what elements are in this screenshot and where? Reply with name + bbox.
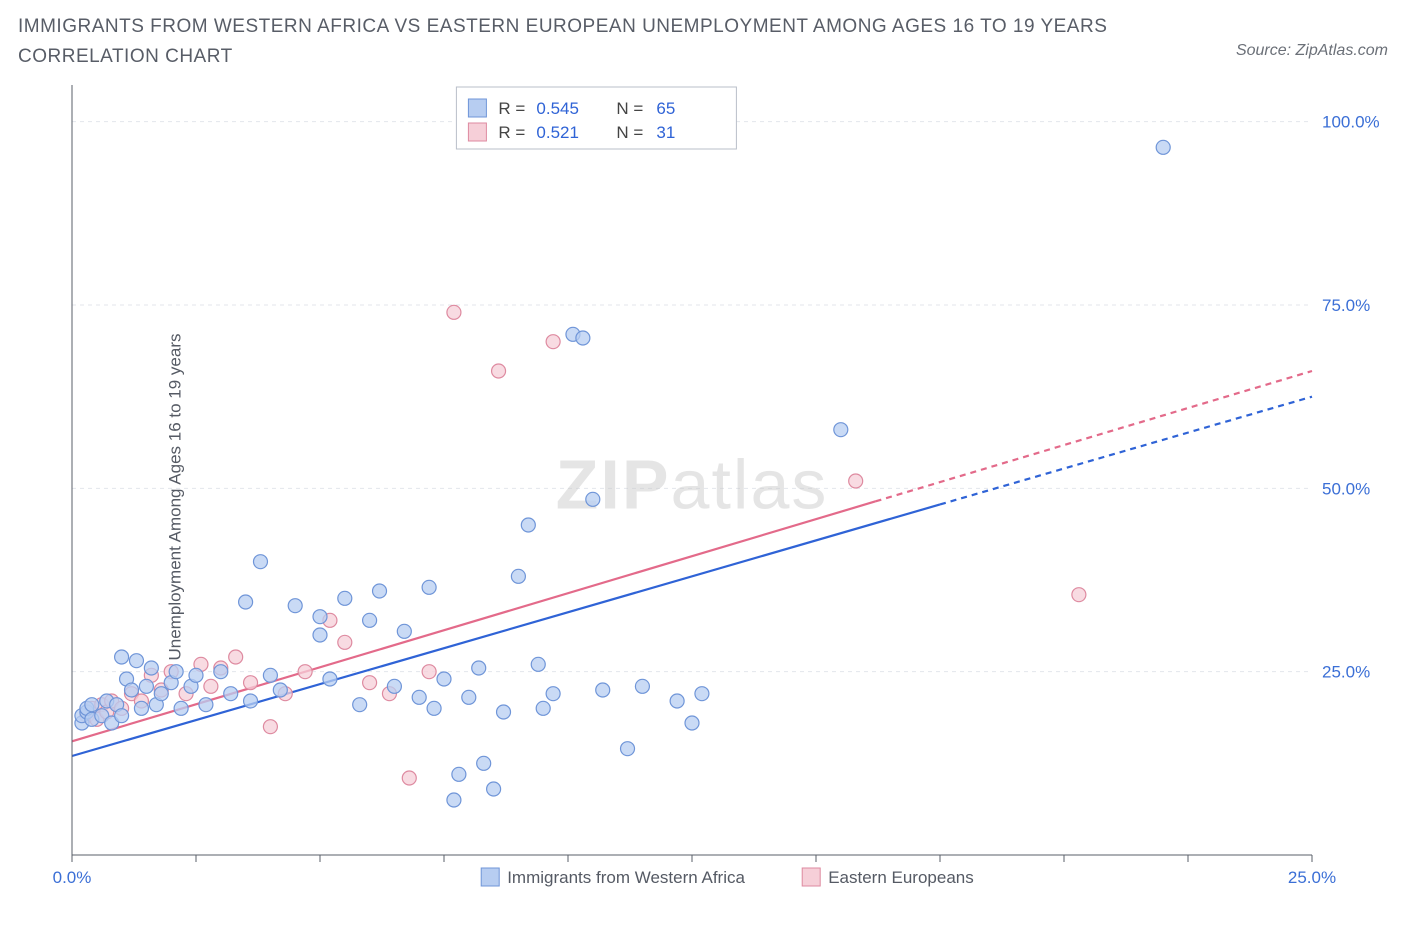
data-point [214, 664, 228, 678]
data-point [199, 697, 213, 711]
data-point [447, 793, 461, 807]
trend-line-dashed [876, 371, 1312, 501]
data-point [229, 650, 243, 664]
data-point [596, 683, 610, 697]
data-point [685, 716, 699, 730]
legend-n-value: 65 [656, 99, 675, 118]
legend-n-label: N = [616, 123, 643, 142]
data-point [487, 782, 501, 796]
data-point [139, 679, 153, 693]
data-point [263, 668, 277, 682]
data-point [462, 690, 476, 704]
data-point [422, 580, 436, 594]
data-point [635, 679, 649, 693]
data-point [834, 422, 848, 436]
data-point [427, 701, 441, 715]
data-point [134, 701, 148, 715]
legend-n-label: N = [616, 99, 643, 118]
data-point [204, 679, 218, 693]
data-point [387, 679, 401, 693]
data-point [154, 686, 168, 700]
data-point [576, 331, 590, 345]
chart-title: IMMIGRANTS FROM WESTERN AFRICA VS EASTER… [18, 12, 1118, 73]
legend-label: Eastern Europeans [828, 868, 974, 887]
trend-line [72, 501, 876, 741]
data-point [536, 701, 550, 715]
data-point [169, 664, 183, 678]
data-point [695, 686, 709, 700]
data-point [531, 657, 545, 671]
legend-r-label: R = [498, 99, 525, 118]
data-point [492, 364, 506, 378]
data-point [253, 554, 267, 568]
data-point [239, 595, 253, 609]
legend-swatch [481, 868, 499, 886]
legend-r-label: R = [498, 123, 525, 142]
y-tick-label: 25.0% [1322, 662, 1370, 681]
x-tick-label: 0.0% [53, 868, 92, 887]
data-point [288, 598, 302, 612]
data-point [1156, 140, 1170, 154]
data-point [373, 584, 387, 598]
chart-container: Unemployment Among Ages 16 to 19 years Z… [18, 77, 1388, 917]
data-point [273, 683, 287, 697]
data-point [497, 705, 511, 719]
y-tick-label: 50.0% [1322, 479, 1370, 498]
legend-label: Immigrants from Western Africa [507, 868, 745, 887]
data-point [546, 686, 560, 700]
data-point [586, 492, 600, 506]
data-point [85, 697, 99, 711]
data-point [298, 664, 312, 678]
data-point [397, 624, 411, 638]
legend-r-value: 0.545 [536, 99, 579, 118]
data-point [244, 675, 258, 689]
data-point [144, 661, 158, 675]
data-point [224, 686, 238, 700]
data-point [338, 635, 352, 649]
legend-swatch [468, 99, 486, 117]
legend-swatch [802, 868, 820, 886]
legend-r-value: 0.521 [536, 123, 579, 142]
data-point [125, 683, 139, 697]
data-point [244, 694, 258, 708]
data-point [363, 613, 377, 627]
legend-swatch [468, 123, 486, 141]
data-point [313, 628, 327, 642]
data-point [447, 305, 461, 319]
data-point [363, 675, 377, 689]
data-point [511, 569, 525, 583]
data-point [437, 672, 451, 686]
chart-source: Source: ZipAtlas.com [1236, 42, 1388, 60]
data-point [452, 767, 466, 781]
data-point [402, 771, 416, 785]
data-point [353, 697, 367, 711]
data-point [263, 719, 277, 733]
data-point [670, 694, 684, 708]
data-point [521, 518, 535, 532]
data-point [129, 653, 143, 667]
y-tick-label: 75.0% [1322, 296, 1370, 315]
data-point [313, 609, 327, 623]
data-point [546, 334, 560, 348]
scatter-chart: ZIPatlas 25.0% 50.0% 75.0% 100.0% 0.0% 25.0% R … [18, 77, 1388, 917]
data-point [189, 668, 203, 682]
data-point [621, 741, 635, 755]
data-point [1072, 587, 1086, 601]
legend-n-value: 31 [656, 123, 675, 142]
y-axis-label: Unemployment Among Ages 16 to 19 years [165, 333, 185, 660]
data-point [412, 690, 426, 704]
data-point [477, 756, 491, 770]
data-point [849, 474, 863, 488]
y-tick-label: 100.0% [1322, 112, 1380, 131]
data-point [323, 672, 337, 686]
data-point [115, 708, 129, 722]
data-point [472, 661, 486, 675]
x-tick-label: 25.0% [1288, 868, 1336, 887]
watermark: ZIPatlas [556, 445, 829, 523]
data-point [174, 701, 188, 715]
data-point [115, 650, 129, 664]
data-point [422, 664, 436, 678]
data-point [338, 591, 352, 605]
